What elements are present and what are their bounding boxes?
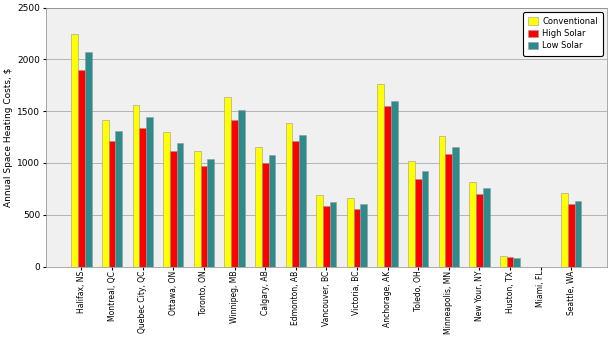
Bar — [354, 209, 360, 267]
Bar — [200, 166, 207, 267]
Bar — [378, 84, 384, 267]
Bar — [299, 135, 306, 267]
Bar — [469, 182, 476, 267]
Bar — [255, 147, 262, 267]
Bar — [109, 141, 115, 267]
Bar — [513, 258, 520, 267]
Bar — [452, 147, 459, 267]
Bar — [439, 136, 445, 267]
Bar — [500, 256, 507, 267]
Bar — [231, 120, 238, 267]
Bar — [415, 178, 422, 267]
Bar — [286, 123, 293, 267]
Bar — [146, 117, 153, 267]
Bar — [391, 101, 398, 267]
Bar — [224, 97, 231, 267]
Bar — [194, 150, 200, 267]
Bar — [163, 132, 170, 267]
Bar — [408, 161, 415, 267]
Bar — [507, 257, 513, 267]
Bar — [115, 131, 122, 267]
Bar — [207, 159, 214, 267]
Bar — [139, 128, 146, 267]
Bar — [177, 143, 183, 267]
Y-axis label: Annual Space Heating Costs, $: Annual Space Heating Costs, $ — [4, 67, 13, 207]
Bar — [102, 120, 109, 267]
Bar — [574, 201, 581, 267]
Bar — [238, 110, 244, 267]
Bar — [347, 198, 354, 267]
Bar — [293, 141, 299, 267]
Bar — [483, 188, 489, 267]
Bar — [133, 105, 139, 267]
Bar — [85, 52, 92, 267]
Bar — [78, 70, 85, 267]
Bar — [71, 33, 78, 267]
Bar — [476, 194, 483, 267]
Bar — [330, 202, 337, 267]
Bar — [568, 204, 574, 267]
Bar — [561, 193, 568, 267]
Bar — [445, 154, 452, 267]
Bar — [422, 171, 428, 267]
Bar — [316, 195, 323, 267]
Legend: Conventional, High Solar, Low Solar: Conventional, High Solar, Low Solar — [523, 12, 602, 55]
Bar — [323, 207, 330, 267]
Bar — [268, 155, 275, 267]
Bar — [170, 150, 177, 267]
Bar — [360, 204, 367, 267]
Bar — [262, 163, 268, 267]
Bar — [384, 106, 391, 267]
